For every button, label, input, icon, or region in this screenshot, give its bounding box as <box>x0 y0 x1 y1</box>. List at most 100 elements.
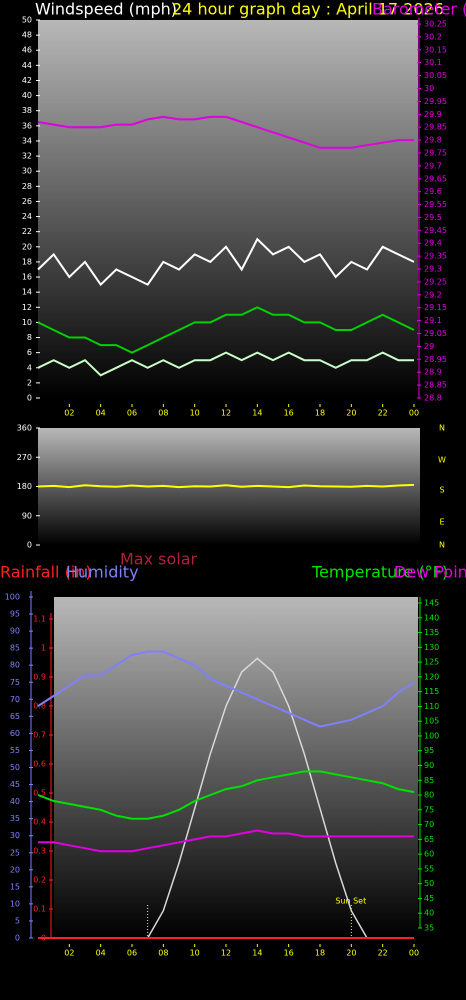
y-tick-label: 130 <box>424 643 439 652</box>
y-tick-label: 50 <box>22 16 32 25</box>
y-tick-label: 12 <box>22 303 32 312</box>
y-tick-label: 55 <box>424 864 434 873</box>
series-line <box>38 829 414 853</box>
y-tick-label: 20 <box>22 242 32 251</box>
y-tick-label: 0.2 <box>33 876 46 885</box>
y-tick-label: 270 <box>17 453 32 462</box>
series-line <box>37 770 415 820</box>
y-tick-label: 55 <box>10 746 20 755</box>
x-tick-label: 04 <box>96 409 106 418</box>
y2-axis-title: Barometer (inHg) <box>372 0 466 19</box>
legend-text: Temperature (°F) <box>311 563 448 582</box>
y-tick-label: 29.2 <box>424 290 442 299</box>
y-tick-label: 36 <box>22 121 32 130</box>
y-tick-label: 45 <box>10 780 20 789</box>
y-tick-label: 80 <box>424 791 434 800</box>
y-tick-label: 60 <box>424 850 434 859</box>
x-tick-label: 14 <box>252 949 262 958</box>
y-tick-label: 29.3 <box>424 265 442 274</box>
y-tick-label: 65 <box>10 712 20 721</box>
y-tick-label: 29.55 <box>424 200 447 209</box>
x-tick-label: 22 <box>378 949 388 958</box>
y-tick-label: 1.1 <box>33 615 46 624</box>
y-tick-label: 20 <box>10 865 20 874</box>
y-tick-label: 80 <box>10 661 20 670</box>
y-tick-label: 0.5 <box>33 789 46 798</box>
y-tick-label: 85 <box>424 776 434 785</box>
x-tick-label: 04 <box>96 949 106 958</box>
y-tick-label: 95 <box>424 746 434 755</box>
plot-area <box>38 20 418 398</box>
y-tick-label: 6 <box>27 348 32 357</box>
x-tick-label: 06 <box>127 949 137 958</box>
compass-label: S <box>439 486 444 495</box>
y-tick-label: 135 <box>424 628 439 637</box>
series-line <box>37 115 414 149</box>
y-tick-label: 25 <box>10 848 20 857</box>
y-tick-label: 60 <box>10 729 20 738</box>
compass-label: N <box>439 541 445 550</box>
y-tick-label: 32 <box>22 152 32 161</box>
y-tick-label: 0.1 <box>33 905 46 914</box>
y-tick-label: 24 <box>22 212 32 221</box>
y-tick-label: 42 <box>22 76 32 85</box>
y-tick-label: 50 <box>10 763 20 772</box>
y-tick-label: 44 <box>22 61 32 70</box>
legend-text: Rainfall (in) <box>0 563 92 582</box>
x-tick-label: 18 <box>315 949 325 958</box>
x-tick-label: 12 <box>221 949 231 958</box>
y-tick-label: 40 <box>10 797 20 806</box>
y-tick-label: 14 <box>22 288 32 297</box>
y-tick-label: 28 <box>22 182 32 191</box>
x-tick-label: 00 <box>409 409 419 418</box>
y-tick-label: 35 <box>424 924 434 933</box>
y-tick-label: 2 <box>27 378 32 387</box>
y-tick-label: 30.15 <box>424 45 447 54</box>
y-tick-label: 30.2 <box>424 32 442 41</box>
y-tick-label: 100 <box>424 731 439 740</box>
series-line <box>37 237 415 287</box>
y-tick-label: 30.1 <box>424 58 442 67</box>
x-tick-label: 20 <box>346 409 356 418</box>
y-tick-label: 29.5 <box>424 213 442 222</box>
y-tick-label: 29.75 <box>424 148 447 157</box>
y-tick-label: 0.6 <box>33 760 46 769</box>
y-tick-label: 95 <box>10 610 20 619</box>
y-tick-label: 0.4 <box>33 818 46 827</box>
y-tick-label: 5 <box>15 916 20 925</box>
y-tick-label: 0 <box>15 934 20 943</box>
y-tick-label: 29 <box>424 342 434 351</box>
y-tick-label: 45 <box>424 894 434 903</box>
y-tick-label: 35 <box>10 814 20 823</box>
y-tick-label: 29.25 <box>424 277 447 286</box>
y-tick-label: 100 <box>5 593 20 602</box>
annotation: Sun Set <box>335 897 366 906</box>
y-tick-label: 70 <box>10 695 20 704</box>
y-tick-label: 40 <box>424 909 434 918</box>
x-tick-label: 16 <box>284 949 294 958</box>
y-tick-label: 0.9 <box>33 673 46 682</box>
y-tick-label: 90 <box>22 511 32 520</box>
y-tick-label: 26 <box>22 197 32 206</box>
y-tick-label: 30 <box>10 831 20 840</box>
y-tick-label: 10 <box>22 318 32 327</box>
y-tick-label: 22 <box>22 227 32 236</box>
y-tick-label: 90 <box>424 761 434 770</box>
y-tick-label: 48 <box>22 31 32 40</box>
y-tick-label: 28.85 <box>424 381 447 390</box>
y-tick-label: 30.25 <box>424 20 447 29</box>
x-tick-label: 18 <box>315 409 325 418</box>
compass-label: E <box>439 518 444 527</box>
y-tick-label: 29.1 <box>424 316 442 325</box>
y-tick-label: 29.15 <box>424 303 447 312</box>
y-tick-label: 4 <box>27 363 32 372</box>
y-tick-label: 70 <box>424 820 434 829</box>
y-tick-label: 115 <box>424 687 439 696</box>
y-tick-label: 29.4 <box>424 239 442 248</box>
y-tick-label: 29.35 <box>424 252 447 261</box>
chart-title: 24 hour graph day : April 17 2026 <box>172 0 444 19</box>
y-tick-label: 29.05 <box>424 329 447 338</box>
y-tick-label: 0.7 <box>33 731 46 740</box>
y-tick-label: 15 <box>10 882 20 891</box>
